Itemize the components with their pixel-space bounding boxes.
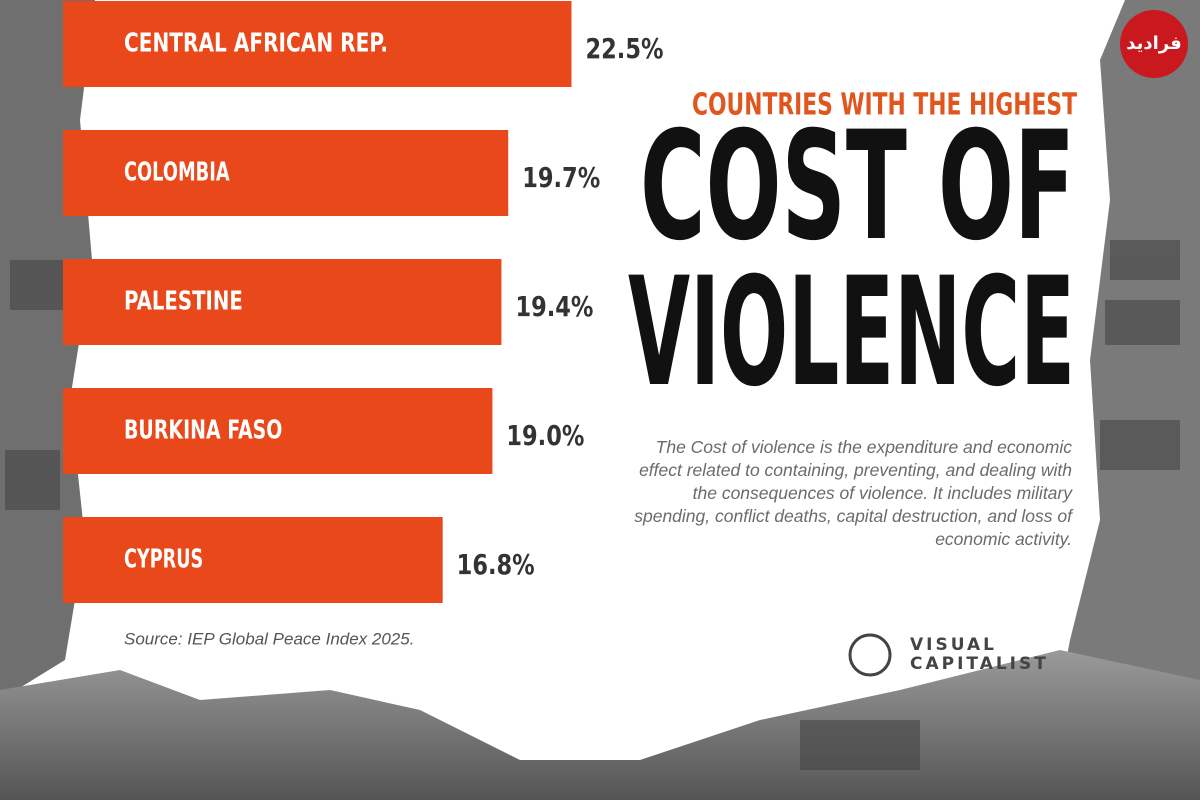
watermark: فرادید — [1126, 33, 1182, 54]
value-label: 19.4% — [515, 290, 593, 323]
category-label: CENTRAL AFRICAN REP. — [124, 29, 388, 59]
value-label: 19.7% — [522, 161, 600, 194]
category-label: CYPRUS — [124, 545, 203, 575]
bar — [63, 517, 443, 603]
category-label: BURKINA FASO — [124, 416, 282, 446]
description: The Cost of violence is the expenditure … — [634, 437, 1072, 549]
right-wall — [1040, 0, 1200, 800]
bar — [63, 388, 493, 474]
value-label: 22.5% — [586, 32, 664, 65]
value-label: 16.8% — [457, 548, 535, 581]
category-label: COLOMBIA — [124, 158, 230, 188]
title-line: VIOLENCE — [628, 246, 1075, 420]
bricks — [5, 240, 1180, 770]
brand-text: CAPITALIST — [910, 654, 1049, 674]
brand-text: VISUAL — [910, 635, 997, 655]
value-label: 19.0% — [506, 419, 584, 452]
brand-logo — [848, 633, 892, 677]
title-line: COST OF — [640, 100, 1075, 274]
bar — [63, 259, 502, 345]
bar — [63, 1, 572, 87]
source: Source: IEP Global Peace Index 2025. — [124, 629, 414, 648]
bar — [63, 130, 509, 216]
watermark-badge — [1120, 10, 1188, 78]
category-label: PALESTINE — [124, 287, 243, 317]
subtitle: COUNTRIES WITH THE HIGHEST — [692, 88, 1077, 123]
